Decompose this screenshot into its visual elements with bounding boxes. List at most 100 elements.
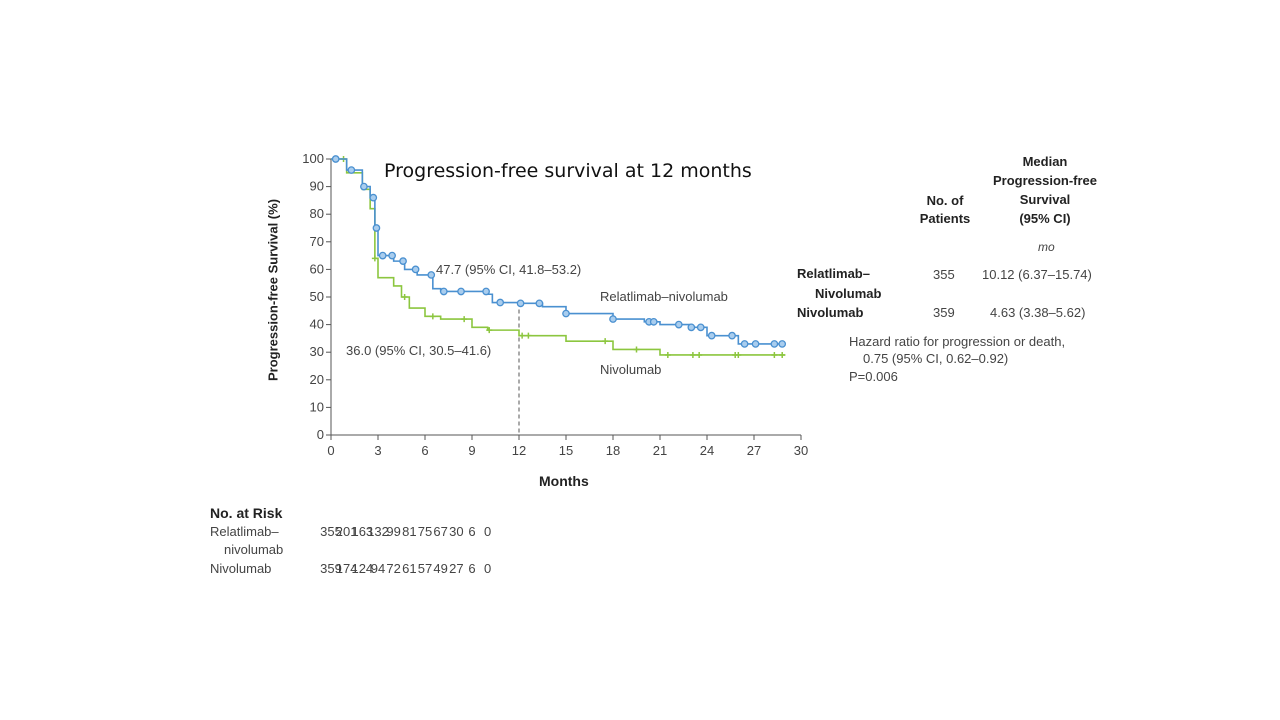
at-risk-value: 61 [402, 561, 417, 576]
header-median-line: Survival [1019, 192, 1071, 207]
censor-mark [486, 327, 493, 334]
x-tick-label: 24 [700, 443, 714, 458]
at-risk-title: No. at Risk [210, 505, 283, 521]
at-risk-value: 94 [370, 561, 386, 576]
series-label-relatlimab: Relatlimab–nivolumab [600, 289, 728, 304]
at-risk-value: 124 [351, 561, 374, 576]
x-axis-label: Months [539, 473, 589, 489]
row-relatlimab-name2: Nivolumab [815, 286, 882, 301]
y-tick-label: 100 [302, 151, 324, 166]
censor-mark [360, 182, 368, 191]
row-nivolumab-name: Nivolumab [797, 305, 864, 320]
y-tick-label: 50 [310, 289, 324, 304]
x-tick-label: 15 [559, 443, 573, 458]
x-tick-label: 9 [468, 443, 475, 458]
censor-mark [399, 257, 407, 265]
row-relatlimab-patients: 355 [933, 267, 955, 282]
censor-mark [707, 331, 716, 340]
chart-title: Progression-free survival at 12 months [384, 160, 752, 182]
x-tick-label: 6 [421, 443, 428, 458]
censor-mark [388, 251, 396, 260]
header-median-line: (95% CI) [1019, 211, 1071, 226]
censor-mark [770, 340, 779, 348]
x-tick-label: 12 [512, 443, 526, 458]
header-median-line: Median [1022, 154, 1068, 169]
annotation-relatlimab: 47.7 (95% CI, 41.8–53.2) [436, 262, 582, 277]
censor-mark [372, 224, 381, 232]
censor-mark [740, 340, 749, 348]
censor-mark [401, 294, 408, 300]
at-risk-value: 49 [433, 561, 448, 576]
at-risk-value: 27 [449, 561, 464, 576]
at-risk-value: 72 [386, 561, 401, 576]
censor-mark [429, 313, 436, 320]
at-risk-label-nivolumab: Nivolumab [210, 561, 272, 576]
censor-mark [347, 166, 356, 174]
censor-mark [687, 323, 696, 332]
y-tick-label: 40 [310, 317, 324, 332]
censor-mark [609, 315, 617, 323]
censor-mark [649, 317, 658, 326]
at-risk-value: 201 [335, 524, 358, 539]
survival-curve [331, 158, 786, 356]
censor-mark [779, 351, 786, 358]
censor-mark [439, 287, 448, 296]
y-tick-label: 30 [310, 344, 324, 359]
censor-mark [516, 299, 525, 308]
censor-mark [427, 271, 436, 279]
at-risk-value: 30 [449, 524, 464, 539]
censor-mark [633, 346, 640, 353]
x-tick-label: 18 [606, 443, 620, 458]
hazard-ratio-line1: Hazard ratio for progression or death, [849, 334, 1066, 349]
censor-mark [411, 265, 420, 274]
censor-mark [562, 309, 570, 318]
x-tick-label: 27 [747, 443, 761, 458]
censor-mark [331, 155, 340, 163]
at-risk-value: 163 [351, 524, 374, 539]
at-risk-value: 99 [386, 524, 401, 539]
row-nivolumab-median: 4.63 (3.38–5.62) [990, 305, 1086, 320]
row-nivolumab-patients: 359 [933, 305, 955, 320]
censor-mark [751, 340, 760, 348]
y-tick-label: 90 [310, 179, 324, 194]
censor-mark [371, 255, 378, 262]
x-tick-label: 30 [794, 443, 808, 458]
censor-mark [519, 332, 526, 339]
censor-mark [378, 251, 387, 260]
censor-mark [696, 323, 705, 332]
annotation-nivolumab: 36.0 (95% CI, 30.5–41.6) [346, 343, 492, 358]
censor-mark [496, 298, 505, 307]
censor-mark [457, 287, 465, 296]
x-tick-label: 0 [327, 443, 334, 458]
censor-mark [696, 351, 703, 358]
header-median: Median Progression-free Survival (95% CI… [980, 152, 1110, 228]
at-risk-value: 57 [417, 561, 433, 576]
censor-mark [735, 351, 742, 358]
y-axis-label: Progression-free Survival (%) [265, 198, 281, 382]
hazard-ratio-line2: 0.75 (95% CI, 0.62–0.92) [863, 351, 1009, 366]
at-risk-value: 355 [320, 524, 342, 539]
y-tick-label: 10 [310, 399, 324, 414]
censor-mark [602, 338, 609, 345]
at-risk-value: 174 [335, 561, 358, 576]
y-tick-label: 0 [317, 427, 324, 442]
y-tick-label: 80 [310, 206, 324, 221]
censor-mark [535, 299, 544, 308]
censor-mark [771, 351, 778, 358]
at-risk-value: 0 [484, 561, 492, 576]
survival-curve [331, 158, 786, 345]
at-risk-value: 75 [417, 524, 433, 539]
x-tick-label: 21 [653, 443, 667, 458]
y-tick-label: 70 [310, 234, 324, 249]
censor-mark [674, 320, 683, 329]
header-median-line: Progression-free [992, 173, 1098, 188]
x-tick-label: 3 [374, 443, 381, 458]
at-risk-value: 359 [320, 561, 342, 576]
header-patients-line: Patients [919, 211, 971, 226]
censor-mark [482, 287, 490, 296]
series-label-nivolumab: Nivolumab [600, 362, 662, 377]
at-risk-label-relatlimab: Relatlimab– [210, 524, 279, 539]
at-risk-value: 132 [367, 524, 389, 539]
censor-mark [728, 331, 736, 340]
